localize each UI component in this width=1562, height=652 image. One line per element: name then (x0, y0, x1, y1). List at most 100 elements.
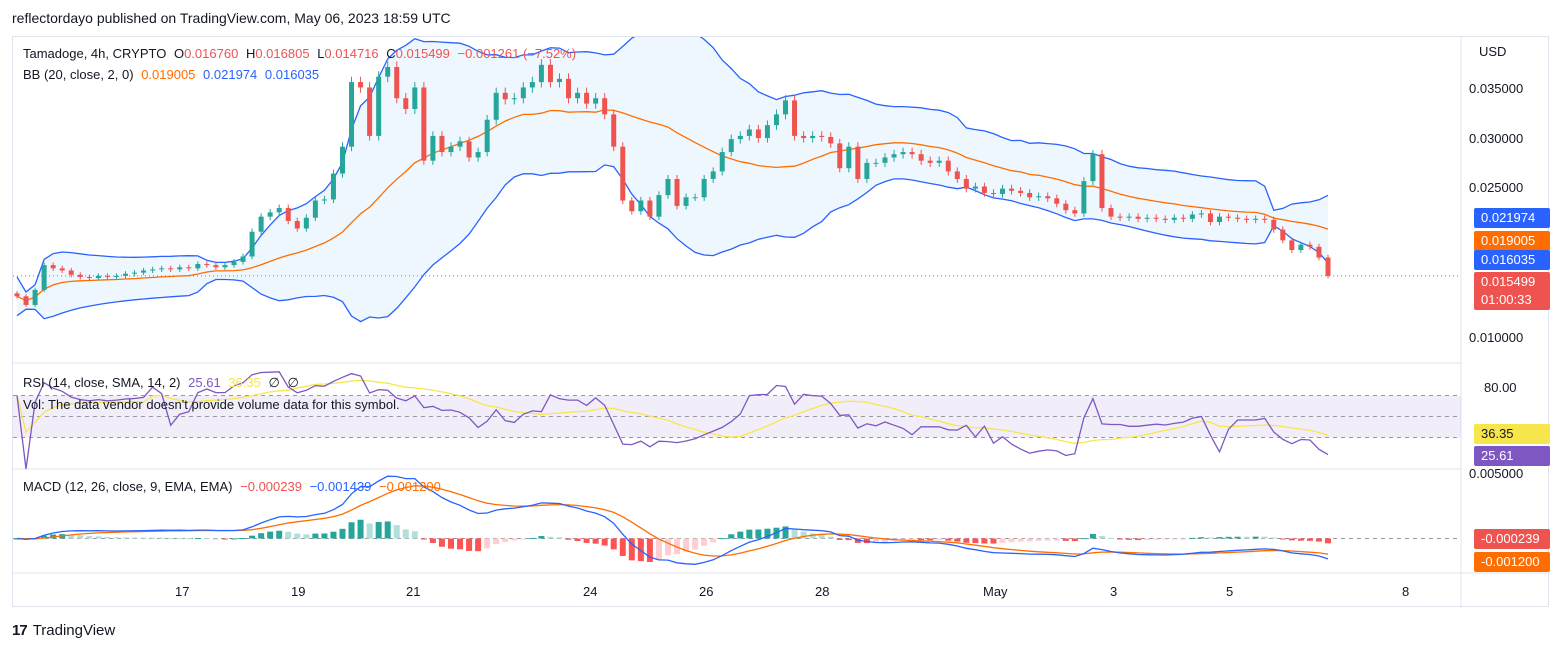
candle-body (556, 78, 562, 83)
candle-body (1289, 240, 1295, 251)
macd-histogram-bar (158, 537, 165, 539)
symbol-label[interactable]: Tamadoge, 4h, CRYPTO (23, 46, 167, 61)
candle-body (963, 178, 969, 189)
high-value: 0.016805 (255, 46, 310, 61)
macd-histogram-bar (1008, 538, 1015, 543)
macd-histogram-bar (574, 538, 581, 541)
macd-histogram-bar (927, 538, 934, 541)
candle-body (764, 125, 770, 139)
macd-histogram-bar (719, 538, 726, 540)
bb-name[interactable]: BB (20, close, 2, 0) (23, 67, 134, 82)
time-label: 8 (1402, 584, 1410, 599)
macd-histogram-bar (610, 538, 617, 550)
candle-body (421, 87, 427, 161)
candle-body (303, 217, 309, 229)
candle-body (86, 276, 92, 279)
macd-histogram-bar (1035, 538, 1042, 541)
close-label: C (386, 46, 396, 61)
macd-histogram-bar (655, 538, 662, 560)
candle-body (891, 154, 897, 158)
high-label: H (245, 46, 256, 61)
candle-body (529, 82, 535, 88)
macd-histogram-bar (375, 522, 382, 539)
candle-body (584, 92, 590, 104)
last-price: 0.015499 (1481, 274, 1536, 289)
candle-body (728, 139, 734, 153)
time-label: 21 (406, 584, 421, 599)
candle-body (267, 212, 273, 217)
candle-body (403, 98, 409, 109)
bb-lower-pricebox: 0.016035 (1474, 250, 1550, 270)
macd-histogram-bar (1243, 536, 1250, 539)
candle-body (981, 186, 987, 193)
macd-histogram-bar (1216, 537, 1223, 539)
currency-label[interactable]: USD (1479, 44, 1507, 59)
candle-body (882, 157, 888, 163)
brand-name[interactable]: TradingView (32, 622, 116, 639)
macd-histogram-bar (872, 538, 879, 544)
macd-histogram-bar (321, 533, 328, 539)
time-label: 3 (1110, 584, 1118, 599)
candle-body (240, 256, 246, 262)
chart-frame[interactable]: Tamadoge, 4h, CRYPTO O0.016760 H0.016805… (12, 36, 1550, 608)
candle-body (773, 114, 779, 126)
bb-lower-line (16, 164, 1329, 323)
candle-body (1117, 216, 1123, 218)
candle-body (1162, 218, 1168, 220)
low-label: L (317, 46, 325, 61)
macd-histogram-bar (791, 529, 798, 539)
macd-histogram-bar (809, 533, 816, 539)
macd-histogram-bar (1171, 538, 1178, 540)
rsi-sma-value: 36.35 (228, 375, 261, 390)
candle-body (493, 92, 499, 120)
macd-histogram-bar (1297, 538, 1304, 541)
candle-body (195, 264, 201, 269)
macd-name[interactable]: MACD (12, 26, close, 9, EMA, EMA) (23, 479, 233, 494)
volume-note: Vol: The data vendor doesn't provide vol… (23, 397, 400, 412)
candle-body (1000, 188, 1006, 195)
macd-histogram-bar (330, 531, 337, 539)
candle-body (77, 274, 83, 277)
candle-body (620, 146, 626, 201)
candle-body (439, 135, 445, 153)
macd-histogram-bar (1261, 536, 1268, 539)
candle-body (801, 135, 807, 139)
candle-body (213, 265, 219, 268)
candle-body (168, 268, 174, 270)
macd-histogram-bar (420, 538, 427, 540)
macd-histogram-bar (122, 537, 129, 539)
macd-histogram-bar (746, 529, 753, 539)
candle-body (936, 160, 942, 163)
candle-body (177, 267, 183, 270)
rsi-name[interactable]: RSI (14, close, SMA, 14, 2) (23, 375, 181, 390)
chart-canvas[interactable] (13, 37, 1550, 608)
macd-histogram-bar (185, 538, 192, 540)
macd-histogram-bar (674, 538, 681, 555)
candle-body (132, 272, 138, 274)
candle-body (656, 195, 662, 217)
macd-histogram-bar (1017, 538, 1024, 542)
macd-histogram-bar (646, 538, 653, 562)
macd-hist-pricebox: -0.000239 (1474, 529, 1550, 549)
macd-histogram-bar (203, 538, 210, 540)
candle-body (394, 66, 400, 99)
main-legend-line1: Tamadoge, 4h, CRYPTO O0.016760 H0.016805… (23, 46, 580, 61)
macd-line (16, 475, 1329, 565)
candle-body (1045, 196, 1051, 199)
tradingview-logo-icon[interactable]: 17 (12, 622, 28, 639)
macd-histogram-bar (1053, 538, 1060, 541)
candle-body (249, 231, 255, 257)
candle-body (1054, 198, 1060, 204)
candle-body (1108, 208, 1114, 217)
macd-histogram-bar (384, 521, 391, 539)
candle-body (683, 197, 689, 206)
macd-histogram-bar (493, 538, 500, 545)
candle-body (231, 261, 237, 266)
candle-body (1171, 217, 1177, 220)
candle-body (1090, 154, 1096, 182)
candle-body (566, 78, 572, 99)
candle-body (50, 265, 56, 269)
candle-body (204, 264, 210, 266)
macd-histogram-bar (1062, 538, 1069, 541)
macd-histogram-bar (1306, 538, 1313, 541)
